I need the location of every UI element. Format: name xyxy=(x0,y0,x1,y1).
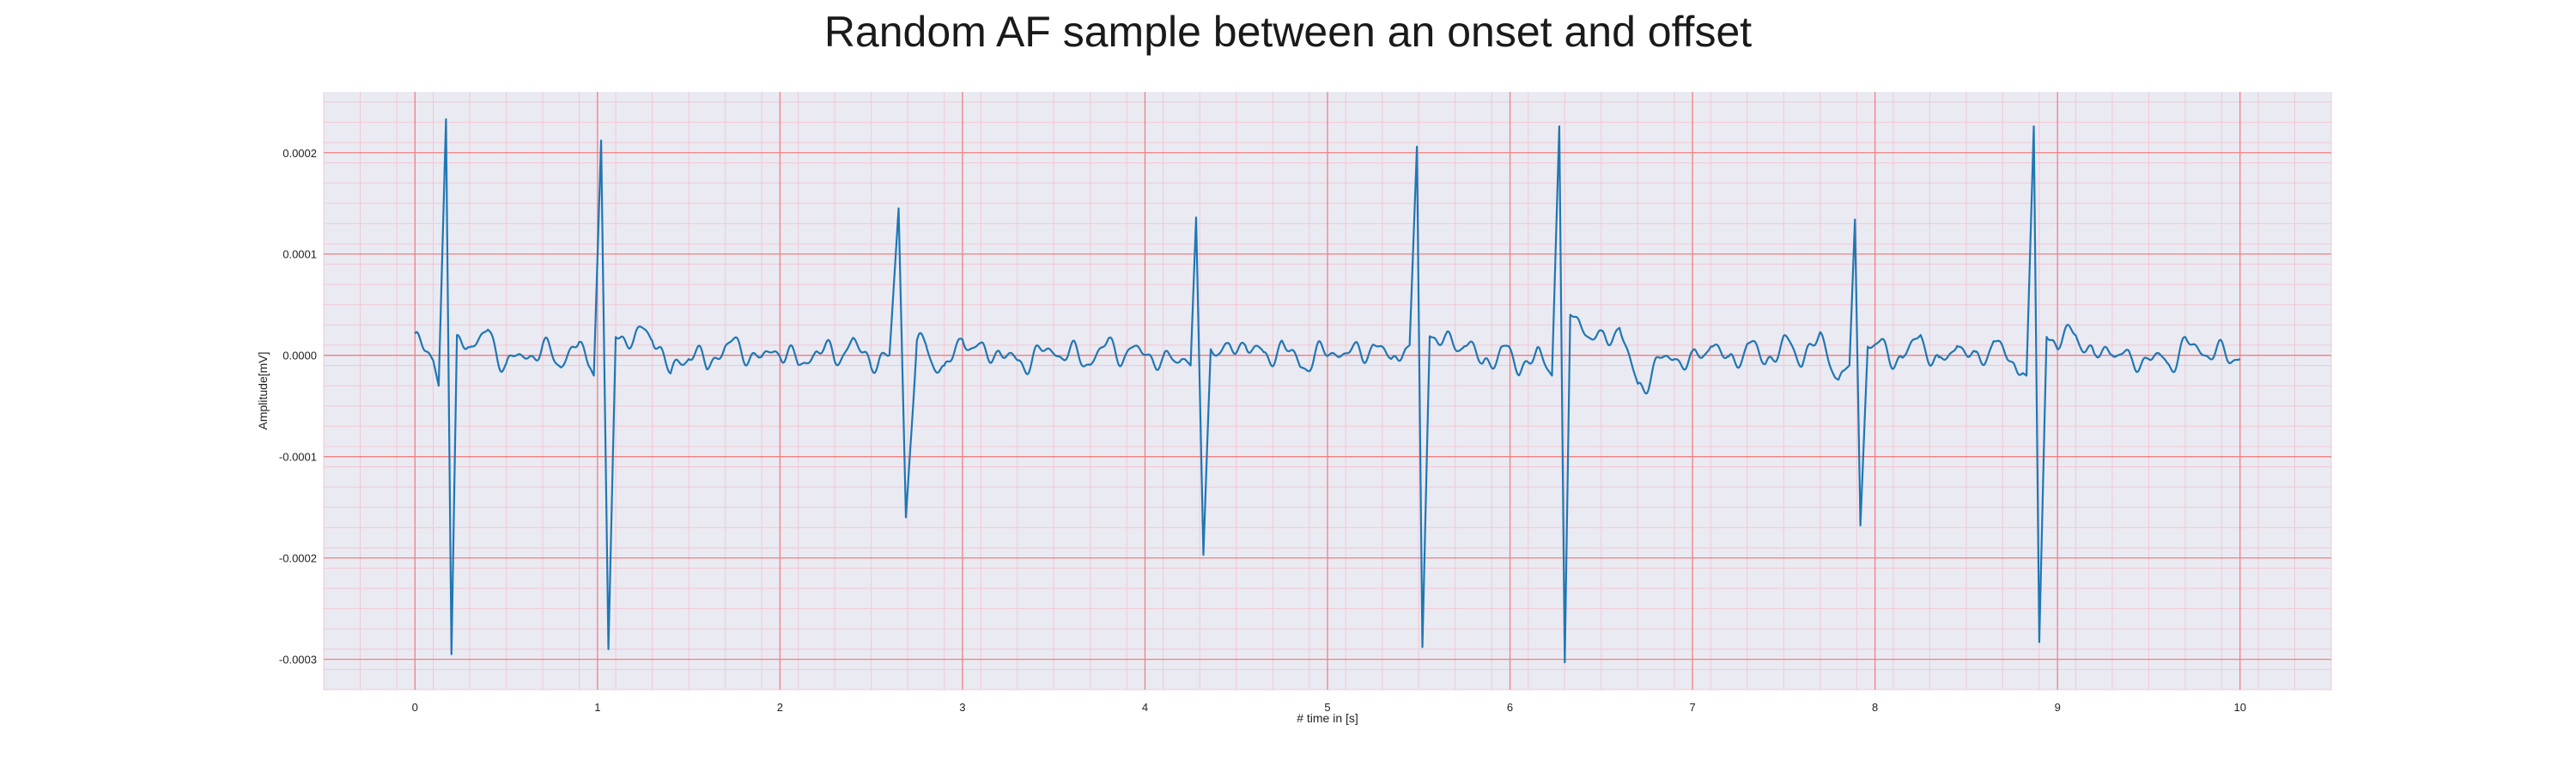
y-tick-label: -0.0002 xyxy=(279,552,317,565)
x-tick-label: 0 xyxy=(412,701,418,714)
chart-title: Random AF sample between an onset and of… xyxy=(823,8,1753,56)
x-tick-labels: 0 1 2 3 4 5 6 7 8 9 10 xyxy=(412,701,2246,714)
x-tick-label: 7 xyxy=(1689,701,1695,714)
ecg-signal-line xyxy=(414,118,2241,664)
x-axis-label: # time in [s] xyxy=(1297,711,1358,725)
y-tick-label: 0.0000 xyxy=(283,350,317,362)
x-tick-label: 8 xyxy=(1872,701,1878,714)
x-tick-label: 6 xyxy=(1507,701,1513,714)
y-tick-labels: 0.0002 0.0001 0.0000 -0.0001 -0.0002 -0.0003 xyxy=(279,147,317,666)
x-tick-label: 1 xyxy=(594,701,600,714)
x-tick-label: 10 xyxy=(2233,701,2245,714)
y-tick-label: -0.0001 xyxy=(279,451,317,464)
x-tick-label: 5 xyxy=(1324,701,1330,714)
y-axis-label: Amplitude[mV] xyxy=(256,351,270,429)
x-tick-label: 4 xyxy=(1142,701,1148,714)
x-tick-label: 2 xyxy=(777,701,783,714)
y-tick-label: -0.0003 xyxy=(279,654,317,666)
y-tick-label: 0.0002 xyxy=(283,147,317,160)
x-tick-label: 9 xyxy=(2055,701,2061,714)
y-tick-label: 0.0001 xyxy=(283,248,317,261)
major-grid xyxy=(324,92,2331,690)
x-tick-label: 3 xyxy=(959,701,965,714)
